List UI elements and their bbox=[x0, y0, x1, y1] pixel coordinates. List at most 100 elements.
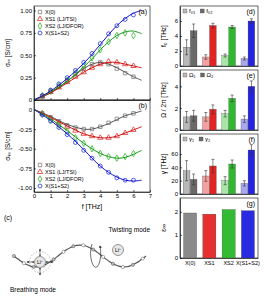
ion bbox=[35, 257, 46, 268]
plot-area bbox=[34, 109, 142, 182]
error-stem bbox=[251, 81, 252, 92]
error-bar bbox=[250, 145, 253, 156]
tick bbox=[67, 98, 68, 100]
tick-label: 1 bbox=[175, 232, 179, 238]
bar bbox=[248, 150, 255, 194]
tick: -0.25 bbox=[18, 127, 36, 133]
error-bar bbox=[243, 57, 246, 60]
tick-mark bbox=[150, 98, 151, 100]
legend-label: Ω₁ bbox=[189, 72, 196, 78]
error-cap bbox=[185, 122, 188, 123]
legend-marker bbox=[37, 16, 42, 21]
tick: 40 bbox=[171, 165, 182, 171]
tick-label: 1.00 bbox=[20, 8, 32, 14]
panel-label: (f) bbox=[248, 136, 255, 144]
error-cap bbox=[204, 54, 207, 55]
panel: 00.250.500.751.00(a)σᵣₑ [S/cm]X(0)XS1 (L… bbox=[4, 6, 150, 103]
panel: 024(e)Ω / 2π [THz]Ω₁Ω₂ bbox=[160, 70, 258, 133]
bar bbox=[229, 98, 236, 130]
chain-atom bbox=[121, 265, 124, 268]
x-axis-title: f [THz] bbox=[82, 203, 103, 211]
error-stem bbox=[225, 54, 226, 57]
error-stem bbox=[186, 161, 187, 181]
tick-mark bbox=[180, 21, 182, 22]
legend-label: X(0) bbox=[45, 162, 56, 168]
bar bbox=[222, 210, 235, 258]
legend-label: X(S1+S2) bbox=[45, 183, 69, 189]
tick-label: 0 bbox=[175, 191, 179, 197]
error-cap bbox=[192, 184, 195, 185]
error-cap bbox=[224, 116, 227, 117]
bar bbox=[248, 86, 255, 130]
legend: f₀₁f₀₂ bbox=[183, 8, 213, 14]
axis-line bbox=[34, 7, 35, 101]
tick-label: 20 bbox=[171, 178, 178, 184]
error-cap bbox=[192, 121, 195, 122]
legend-marker bbox=[37, 169, 42, 174]
error-cap bbox=[250, 155, 253, 156]
tick: 0.25 bbox=[20, 75, 36, 81]
legend-marker bbox=[38, 23, 42, 29]
tick-label: 6 bbox=[132, 193, 136, 199]
point bbox=[98, 135, 103, 140]
axis-line bbox=[181, 130, 259, 131]
tick-label: 40 bbox=[171, 165, 178, 171]
error-stem bbox=[212, 23, 213, 28]
frame bbox=[34, 100, 150, 192]
error-bar bbox=[231, 95, 234, 102]
tick-label: 2 bbox=[175, 48, 179, 54]
axis-line bbox=[180, 135, 181, 195]
tick: 0 bbox=[175, 191, 182, 197]
error-cap bbox=[243, 115, 246, 116]
tick bbox=[150, 98, 151, 100]
axis-line bbox=[181, 194, 259, 195]
error-bar bbox=[192, 174, 195, 185]
legend-label: γ₁ bbox=[189, 136, 194, 142]
tick: 1.00 bbox=[20, 8, 36, 14]
error-cap bbox=[250, 80, 253, 81]
fit-line bbox=[34, 10, 142, 100]
error-bar bbox=[192, 24, 195, 38]
tick-label: 7 bbox=[149, 193, 153, 199]
plot-area bbox=[183, 81, 255, 130]
error-stem bbox=[205, 171, 206, 182]
y-axis-title: f₀ [THz] bbox=[160, 25, 168, 47]
tick: -1.00 bbox=[18, 185, 36, 191]
error-stem bbox=[244, 57, 245, 60]
bar bbox=[203, 214, 216, 258]
error-cap bbox=[224, 110, 227, 111]
point bbox=[132, 32, 136, 38]
error-bar bbox=[211, 159, 214, 172]
error-stem bbox=[186, 111, 187, 122]
y-axis-title: γ [THz] bbox=[160, 154, 168, 175]
panel-label: (g) bbox=[246, 200, 255, 208]
legend-marker bbox=[38, 10, 41, 13]
error-bar bbox=[224, 54, 227, 57]
error-cap bbox=[231, 101, 234, 102]
chain-atom bbox=[131, 263, 134, 266]
error-cap bbox=[192, 37, 195, 38]
panel-label: (c) bbox=[4, 214, 12, 222]
error-stem bbox=[232, 160, 233, 168]
legend-swatch bbox=[183, 137, 187, 141]
tick bbox=[51, 98, 52, 100]
tick-label: 6 bbox=[175, 18, 179, 24]
tick-label: 3 bbox=[83, 193, 87, 199]
panel-label: (b) bbox=[138, 102, 147, 110]
axis-line bbox=[180, 71, 181, 131]
legend-swatch bbox=[183, 9, 187, 13]
error-stem bbox=[225, 110, 226, 117]
error-bar bbox=[224, 177, 227, 185]
tick-mark bbox=[150, 190, 151, 192]
ion bbox=[113, 245, 124, 256]
error-cap bbox=[224, 184, 227, 185]
error-cap bbox=[231, 160, 234, 161]
tick: -0.50 bbox=[18, 146, 36, 152]
mode-label: Breathing mode bbox=[10, 286, 56, 294]
tick-mark bbox=[34, 129, 36, 130]
axis-line bbox=[181, 66, 259, 67]
error-bar bbox=[185, 161, 188, 181]
tick-mark bbox=[180, 130, 182, 131]
tick-label: 1 bbox=[49, 193, 53, 199]
tick: XS1 bbox=[204, 260, 214, 266]
